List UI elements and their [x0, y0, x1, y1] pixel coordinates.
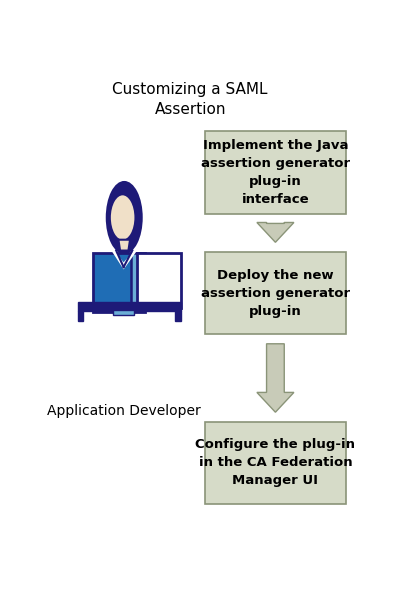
FancyBboxPatch shape [205, 422, 346, 504]
Polygon shape [93, 253, 145, 312]
Ellipse shape [110, 194, 136, 241]
Text: Application Developer: Application Developer [47, 404, 201, 418]
FancyBboxPatch shape [78, 302, 181, 311]
FancyArrow shape [257, 223, 294, 242]
FancyBboxPatch shape [205, 131, 346, 214]
FancyBboxPatch shape [113, 310, 134, 315]
FancyBboxPatch shape [131, 253, 140, 308]
FancyBboxPatch shape [78, 311, 83, 321]
FancyBboxPatch shape [205, 252, 346, 334]
Text: Configure the plug-in
in the CA Federation
Manager UI: Configure the plug-in in the CA Federati… [195, 438, 355, 487]
Polygon shape [118, 240, 130, 251]
FancyBboxPatch shape [137, 253, 181, 308]
FancyArrow shape [257, 344, 294, 412]
Text: Customizing a SAML
Assertion: Customizing a SAML Assertion [112, 82, 268, 117]
Text: Deploy the new
assertion generator
plug-in: Deploy the new assertion generator plug-… [201, 268, 350, 318]
Ellipse shape [106, 181, 143, 254]
Polygon shape [111, 251, 137, 270]
FancyBboxPatch shape [175, 311, 181, 321]
Text: Implement the Java
assertion generator
plug-in
interface: Implement the Java assertion generator p… [201, 139, 350, 206]
